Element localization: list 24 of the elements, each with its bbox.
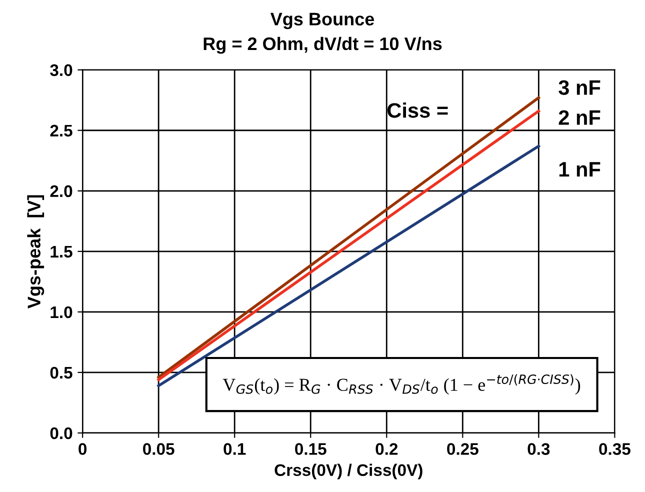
text: V$_{GS}$(t$_{o}$) = R$_{G}$ · C$_{RSS}$ · V$_{DS}$/t$_{o}$ (1 − e$^{−to/(RG·CISS)}$)	[222, 374, 580, 395]
x-axis-title: Crss(0V) / Ciss(0V)	[274, 464, 422, 480]
y-tick-label: 1.0	[50, 306, 72, 318]
series-label: 1 nF	[559, 162, 600, 176]
series-label: 3 nF	[558, 80, 600, 95]
x-tick-label: 0.2	[376, 443, 398, 455]
x-tick-label: 0.35	[599, 443, 630, 455]
x-tick-label: 0.1	[224, 443, 246, 455]
y-tick-label: 2.0	[50, 185, 72, 198]
y-tick-label: 1.5	[50, 246, 72, 258]
y-tick-label: 3.0	[50, 64, 72, 76]
y-axis-title: Vgs-peak [V]	[27, 195, 44, 308]
chart-subtitle: Rg = 2 Ohm, dV/dt = 10 V/ns	[204, 36, 442, 54]
y-tick-label: 0.5	[50, 366, 72, 379]
x-tick-label: 0.3	[528, 443, 550, 455]
chart-title: Vgs Bounce	[270, 12, 374, 30]
x-tick-label: 0.25	[447, 443, 478, 455]
x-tick-label: 0.05	[143, 443, 174, 455]
y-tick-label: 0.0	[50, 427, 72, 440]
x-tick-label: 0.15	[295, 443, 326, 455]
y-tick-label: 2.5	[50, 124, 72, 137]
annotation: Ciss =	[387, 102, 448, 118]
series-label: 2 nF	[558, 110, 600, 125]
x-tick-label: 0	[78, 443, 87, 455]
